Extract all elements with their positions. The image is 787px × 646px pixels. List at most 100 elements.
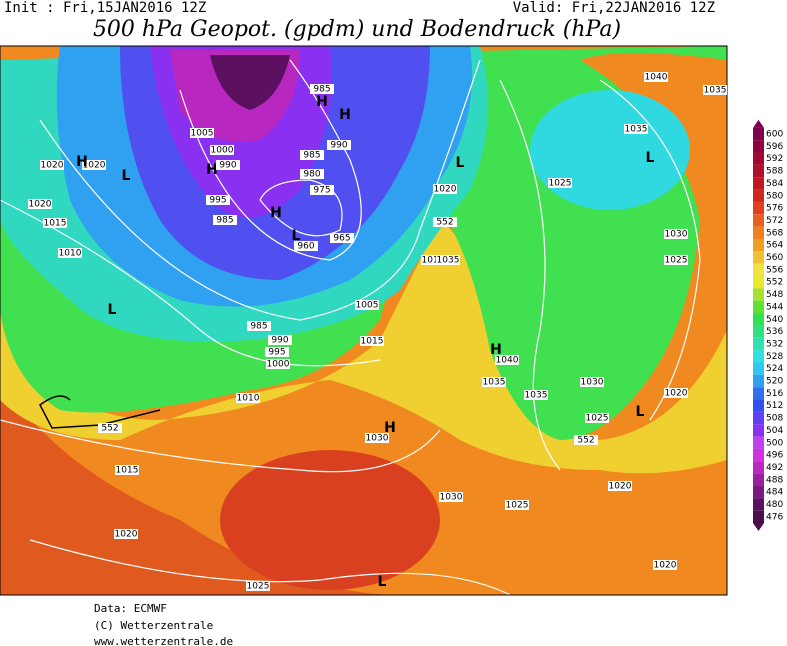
- contour-label: 1020: [654, 561, 677, 571]
- colorbar-label: 572: [766, 216, 783, 226]
- colorbar-swatch: [753, 189, 764, 202]
- label-box: [40, 160, 64, 170]
- colorbar-swatch: [753, 263, 764, 277]
- contour-label: 1025: [586, 414, 609, 424]
- pressure-center: L: [122, 168, 131, 184]
- label-box: [266, 359, 290, 369]
- colorbar-swatch: [753, 436, 764, 449]
- map: [0, 45, 728, 596]
- colorbar-label: 508: [766, 414, 783, 424]
- colorbar-swatch: [753, 201, 764, 215]
- shading: [0, 220, 727, 474]
- colorbar-swatch: [753, 226, 764, 239]
- colorbar-swatch: [753, 485, 764, 499]
- label-box: [644, 72, 668, 82]
- contour-label: 1025: [247, 582, 270, 592]
- label-box: [653, 560, 677, 570]
- label-box: [585, 413, 609, 423]
- pressure-center: H: [270, 205, 282, 221]
- label-box: [330, 233, 354, 243]
- pressure-center: L: [636, 404, 645, 420]
- label-box: [548, 178, 572, 188]
- colorbar-label: 584: [766, 179, 783, 189]
- colorbar-label: 552: [766, 278, 783, 288]
- init-time: Init : Fri,15JAN2016 12Z: [4, 0, 206, 16]
- colorbar-swatch: [753, 387, 764, 400]
- label-box: [433, 184, 457, 194]
- shading: [220, 450, 440, 590]
- contour-label: 1020: [665, 389, 688, 399]
- label-box: [58, 248, 82, 258]
- colorbar-label: 580: [766, 191, 783, 201]
- contour-label: 985: [313, 85, 330, 95]
- title: 500 hPa Geopot. (gpdm) und Bodendruck (h…: [93, 17, 621, 42]
- label-box: [300, 169, 324, 179]
- contour-label: 960: [297, 242, 314, 252]
- label-box: [216, 160, 240, 170]
- colorbar-label: 568: [766, 228, 783, 238]
- colorbar-label: 540: [766, 315, 783, 325]
- colorbar-swatch: [753, 152, 764, 165]
- colorbar-label: 536: [766, 327, 783, 337]
- colorbar-swatch: [753, 177, 764, 190]
- colorbar-label: 544: [766, 302, 783, 312]
- contour-label: 1025: [506, 501, 529, 511]
- contour-label: 990: [330, 141, 347, 151]
- colorbar-swatch: [753, 140, 764, 153]
- colorbar-swatch: [753, 313, 764, 326]
- label-box: [247, 321, 271, 331]
- label-box: [624, 124, 648, 134]
- map-frame: [0, 45, 728, 596]
- pressure-center: H: [490, 342, 502, 358]
- valid-time: Valid: Fri,22JAN2016 12Z: [513, 0, 715, 16]
- label-box: [300, 150, 324, 160]
- colorbar-swatch: [753, 411, 764, 425]
- footer-line: Data: ECMWF: [94, 602, 167, 615]
- label-box: [664, 388, 688, 398]
- contour-label: 552: [101, 424, 118, 434]
- pressure-center: L: [292, 228, 301, 244]
- label-box: [82, 160, 106, 170]
- colorbar-label: 564: [766, 241, 783, 251]
- label-box: [210, 145, 234, 155]
- colorbar-label: 576: [766, 204, 783, 214]
- colorbar-label: 528: [766, 352, 783, 362]
- label-box: [355, 300, 379, 310]
- label-box: [265, 347, 289, 357]
- colorbar-label: 556: [766, 265, 783, 275]
- contour-label: 975: [313, 186, 330, 196]
- contour-label: 1040: [645, 73, 668, 83]
- colorbar-label: 512: [766, 401, 783, 411]
- colorbar-swatch: [753, 251, 764, 264]
- contour-label: 552: [577, 436, 594, 446]
- label-box: [608, 481, 632, 491]
- contour-label: 1000: [211, 146, 234, 156]
- colorbar-swatch: [753, 350, 764, 363]
- pressure-center: L: [378, 574, 387, 590]
- pressure-center: L: [456, 155, 465, 171]
- pressure-center: H: [76, 154, 88, 170]
- contour-label: 1010: [237, 394, 260, 404]
- label-box: [439, 492, 463, 502]
- colorbar-swatch: [753, 214, 764, 227]
- label-box: [505, 500, 529, 510]
- contour-label: 995: [209, 196, 226, 206]
- colorbar-label: 484: [766, 488, 783, 498]
- contour-label: 1005: [191, 129, 214, 139]
- label-box: [436, 255, 460, 265]
- contour-label: 1020: [434, 185, 457, 195]
- label-box: [580, 377, 604, 387]
- contour-label: 1025: [549, 179, 572, 189]
- colorbar-cap: [753, 523, 764, 532]
- colorbar-label: 476: [766, 512, 783, 522]
- label-box: [246, 581, 270, 591]
- contour-label: 1025: [665, 256, 688, 266]
- label-box: [495, 355, 519, 365]
- contour-label: 985: [250, 322, 267, 332]
- label-box: [213, 215, 237, 225]
- contour-label: 1030: [665, 230, 688, 240]
- footer-line: (C) Wetterzentrale: [94, 619, 213, 632]
- contour-label: 1015: [44, 219, 67, 229]
